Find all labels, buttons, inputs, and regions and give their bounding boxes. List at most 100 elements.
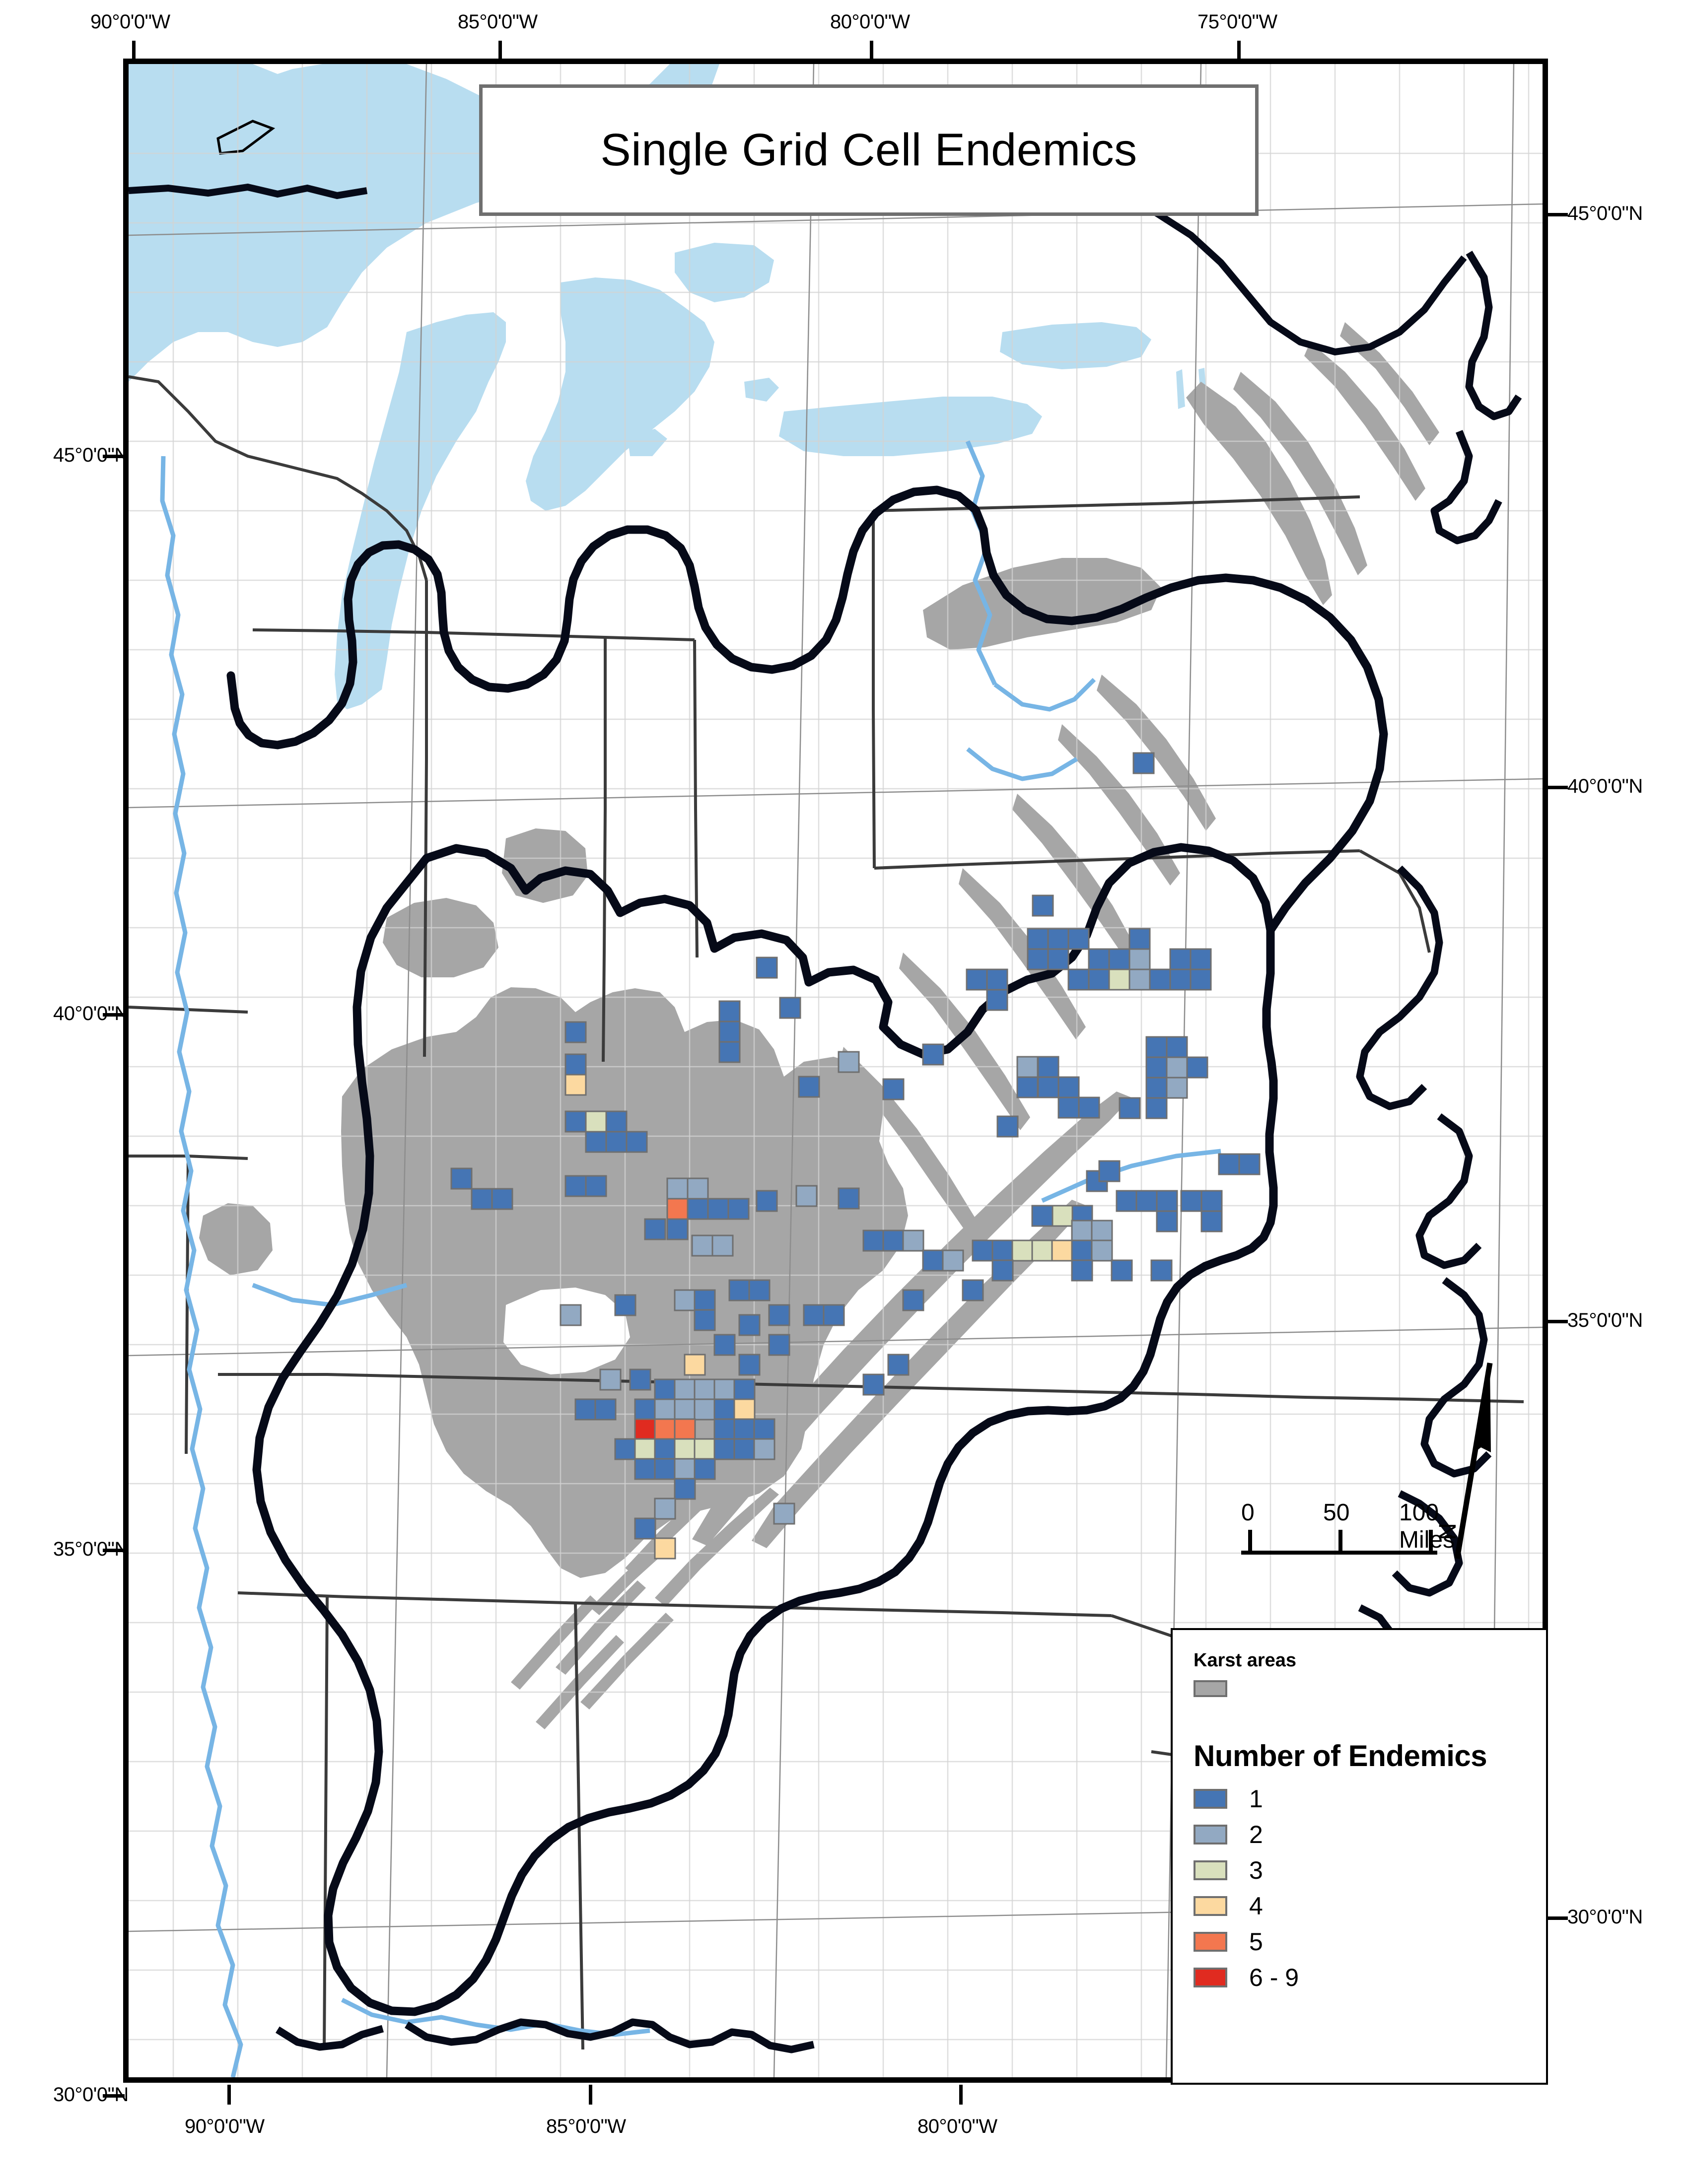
grid-cell xyxy=(1238,1153,1261,1175)
grid-cell xyxy=(1128,928,1151,950)
tick-left-1 xyxy=(103,1013,125,1017)
grid-cell xyxy=(450,1167,473,1190)
grid-cell xyxy=(991,1239,1014,1262)
grid-cell xyxy=(733,1438,756,1460)
grid-cell xyxy=(1169,948,1192,970)
grid-cell xyxy=(768,1334,790,1356)
grid-cell xyxy=(654,1537,676,1560)
tick-bottom-0 xyxy=(227,2085,231,2105)
axis-label-top-2: 80°0'0"W xyxy=(830,11,910,33)
grid-cell xyxy=(986,968,1008,991)
tick-top-3 xyxy=(1237,41,1241,60)
scale-bar-graphic xyxy=(1241,1530,1499,1556)
grid-cell xyxy=(1116,1190,1138,1212)
grid-cell xyxy=(718,1041,741,1063)
legend-label: 4 xyxy=(1249,1892,1263,1920)
grid-cell xyxy=(1016,1076,1039,1098)
grid-cell xyxy=(713,1438,736,1460)
grid-cell xyxy=(1051,1205,1073,1227)
grid-cell xyxy=(585,1131,607,1153)
tick-right-3 xyxy=(1545,1916,1568,1920)
grid-cell xyxy=(798,1076,820,1098)
legend-karst-swatch xyxy=(1194,1680,1227,1697)
grid-cell xyxy=(614,1294,636,1316)
grid-cell xyxy=(674,1418,696,1440)
grid-cell xyxy=(634,1438,656,1460)
axis-label-bottom-1: 85°0'0"W xyxy=(546,2116,626,2137)
grid-cell xyxy=(887,1354,910,1376)
tick-top-1 xyxy=(498,41,502,60)
grid-cell xyxy=(1032,894,1054,917)
grid-cell xyxy=(687,1198,709,1220)
grid-cell xyxy=(991,1259,1014,1282)
map-title-box: Single Grid Cell Endemics xyxy=(479,84,1259,216)
grid-cell xyxy=(773,1502,795,1525)
scale-tick-1 xyxy=(1338,1530,1342,1554)
grid-cell xyxy=(728,1279,751,1301)
north-arrow: N xyxy=(1435,1360,1507,1569)
axis-label-top-1: 85°0'0"W xyxy=(458,11,538,33)
grid-cell xyxy=(629,1368,651,1391)
grid-cell xyxy=(1057,1096,1080,1119)
grid-cell xyxy=(1037,1056,1059,1078)
grid-cell xyxy=(1016,1056,1039,1078)
grid-cell xyxy=(1037,1076,1059,1098)
grid-cell xyxy=(1145,1056,1168,1079)
grid-cell xyxy=(1180,1190,1202,1212)
grid-cell xyxy=(1135,1190,1158,1212)
grid-cell xyxy=(1190,948,1212,970)
grid-cell xyxy=(614,1438,636,1460)
scale-label-0: 0 xyxy=(1241,1500,1255,1526)
axis-label-top-3: 75°0'0"W xyxy=(1197,11,1277,33)
grid-cell xyxy=(605,1131,628,1153)
legend-label: 5 xyxy=(1249,1928,1263,1956)
legend-label: 2 xyxy=(1249,1821,1263,1848)
grid-cell xyxy=(795,1185,818,1207)
axis-label-right-0: 45°0'0"N xyxy=(1567,203,1643,224)
grid-cell xyxy=(942,1249,964,1272)
county-lines xyxy=(129,64,1543,2077)
tick-left-3 xyxy=(103,2094,125,2098)
grid-cell xyxy=(1067,968,1090,991)
grid-cell xyxy=(902,1289,924,1311)
tick-right-1 xyxy=(1545,786,1568,789)
grid-cell xyxy=(634,1398,656,1421)
grid-cell xyxy=(1071,1259,1093,1282)
grid-cell xyxy=(1145,1077,1168,1099)
grid-cell xyxy=(713,1398,736,1421)
grid-cell xyxy=(713,1378,736,1401)
legend-row: 1 xyxy=(1194,1781,1546,1817)
grid-cell xyxy=(491,1188,513,1210)
grid-cell xyxy=(718,1021,741,1043)
grid-cell xyxy=(564,1074,587,1096)
grid-cell xyxy=(838,1051,860,1073)
grid-cell xyxy=(674,1458,696,1480)
grid-cell xyxy=(1166,1077,1188,1099)
grid-cell xyxy=(996,1115,1019,1138)
legend-box: Karst areas Number of Endemics 1 2 3 4 5 6 - … xyxy=(1171,1628,1548,2085)
grid-cell xyxy=(1149,968,1171,991)
scale-bar-labels: 0 50 100 Miles xyxy=(1241,1499,1499,1553)
grid-cell xyxy=(666,1177,689,1200)
grid-cell xyxy=(1078,1096,1100,1119)
grid-cell xyxy=(779,997,801,1019)
grid-cell xyxy=(1150,1259,1173,1282)
gulf-coast xyxy=(276,2018,815,2053)
grid-cell xyxy=(694,1458,716,1480)
legend-class-list: 1 2 3 4 5 6 - 9 xyxy=(1194,1781,1546,1995)
legend-swatch xyxy=(1194,1932,1227,1952)
legend-karst-title: Karst areas xyxy=(1194,1650,1297,1671)
grid-cell xyxy=(756,1190,778,1212)
grid-cell xyxy=(1098,1160,1121,1182)
grid-cell xyxy=(1027,948,1049,970)
grid-cell xyxy=(599,1368,622,1391)
grid-cell xyxy=(902,1229,924,1252)
grid-cell xyxy=(654,1438,676,1460)
grid-cell xyxy=(684,1354,706,1376)
grid-cell xyxy=(1091,1239,1113,1262)
grid-cell xyxy=(1088,948,1110,970)
grid-cell xyxy=(1031,1205,1054,1227)
legend-swatch xyxy=(1194,1860,1227,1880)
legend-label: 3 xyxy=(1249,1856,1263,1884)
grid-cell xyxy=(1166,1056,1188,1079)
